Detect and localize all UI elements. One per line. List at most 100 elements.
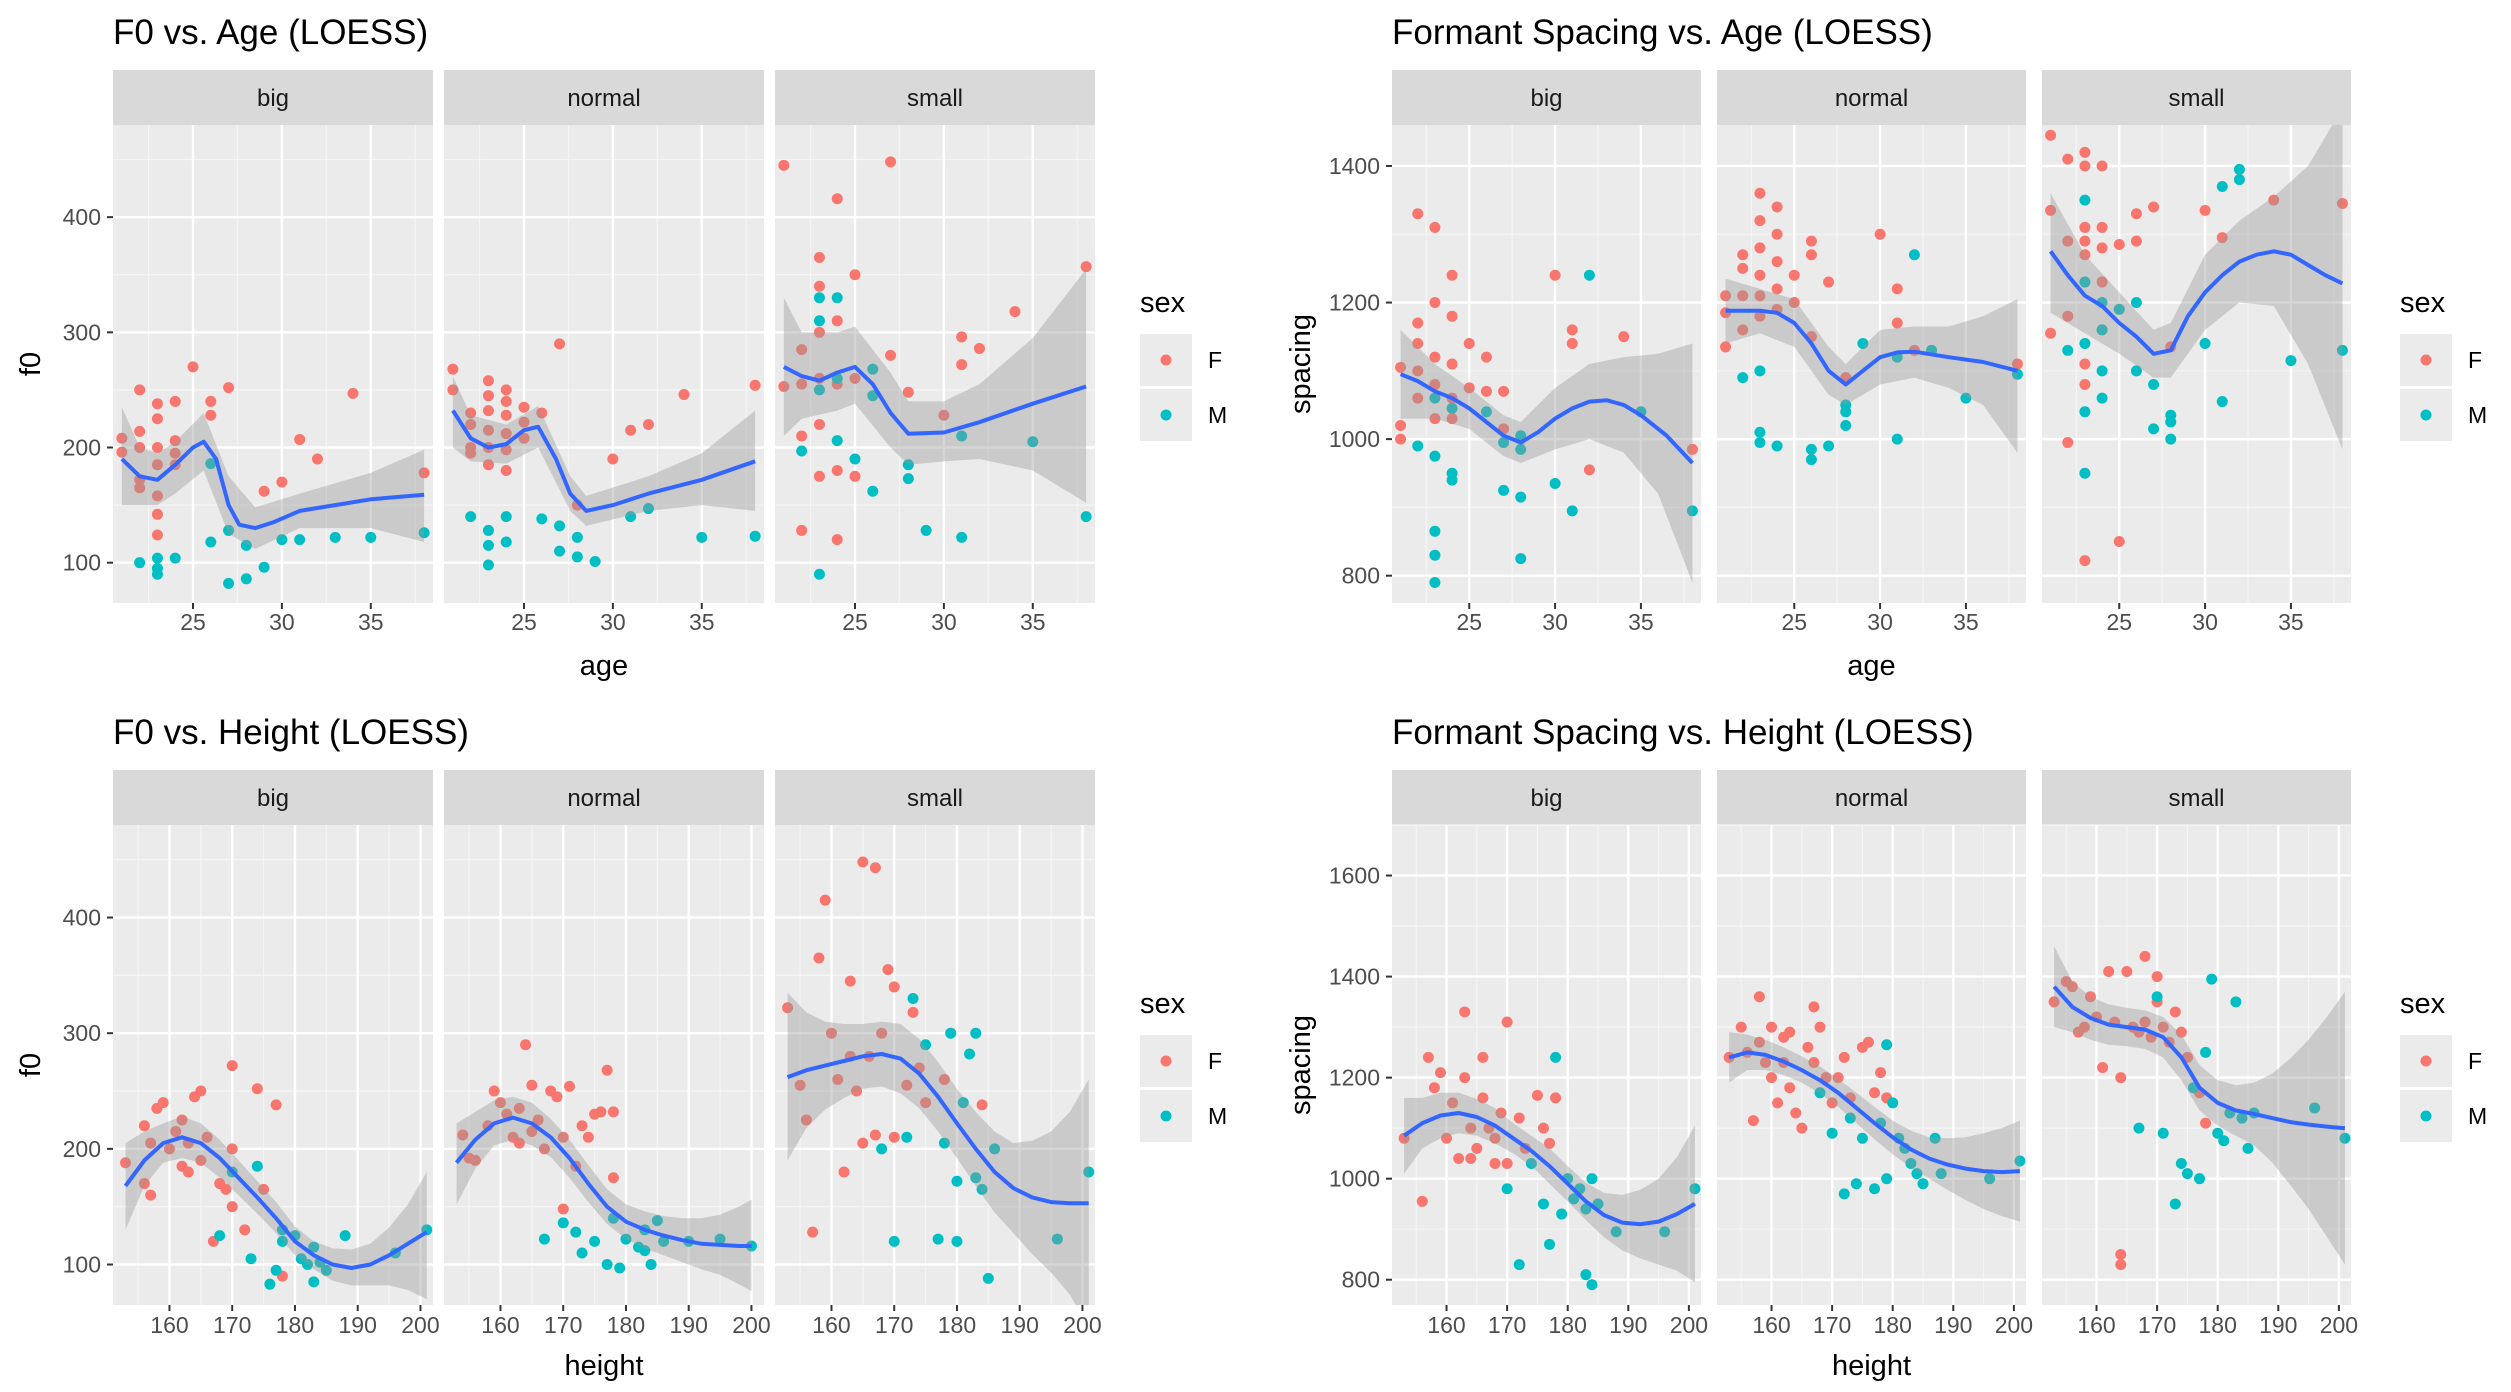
facet-strip-label: normal bbox=[567, 785, 640, 812]
data-point-M bbox=[976, 1183, 988, 1195]
x-tick-label: 35 bbox=[1953, 609, 1979, 635]
data-point-M bbox=[813, 568, 825, 580]
legend-key-label: F bbox=[1208, 347, 1222, 373]
data-point-F bbox=[2216, 232, 2228, 244]
loess-line bbox=[1399, 372, 1694, 465]
data-point-F bbox=[145, 1137, 157, 1149]
data-point-F bbox=[796, 378, 808, 390]
data-point-F bbox=[1808, 1001, 1820, 1013]
data-point-M bbox=[1850, 1178, 1862, 1190]
data-point-F bbox=[551, 1091, 563, 1103]
data-point-F bbox=[1465, 1152, 1477, 1164]
data-point-M bbox=[1869, 1183, 1881, 1195]
data-point-F bbox=[1080, 261, 1092, 273]
data-point-M bbox=[151, 552, 163, 564]
data-point-F bbox=[1434, 1067, 1446, 1079]
x-tick-label: 25 bbox=[1781, 609, 1807, 635]
data-point-F bbox=[1471, 1142, 1483, 1154]
x-tick-label: 190 bbox=[670, 1312, 708, 1338]
data-point-F bbox=[902, 386, 914, 398]
data-point-M bbox=[964, 1048, 976, 1060]
data-point-M bbox=[813, 315, 825, 327]
data-point-F bbox=[869, 1129, 881, 1141]
data-point-F bbox=[1477, 1092, 1489, 1104]
data-point-F bbox=[1737, 290, 1749, 302]
data-point-F bbox=[2079, 160, 2091, 172]
data-point-F bbox=[469, 1154, 481, 1166]
data-point-M bbox=[2169, 1198, 2181, 1210]
data-point-M bbox=[214, 1230, 226, 1242]
facet-strip bbox=[775, 70, 1095, 125]
data-point-M bbox=[223, 577, 235, 589]
data-point-M bbox=[749, 530, 761, 542]
data-point-F bbox=[447, 384, 459, 396]
data-point-F bbox=[1544, 1137, 1556, 1149]
data-point-M bbox=[902, 459, 914, 471]
data-point-F bbox=[1753, 991, 1765, 1003]
data-point-F bbox=[882, 964, 894, 976]
data-point-M bbox=[418, 527, 430, 539]
loess-confidence-band bbox=[787, 992, 1089, 1305]
loess-line bbox=[1402, 1111, 1696, 1227]
chart-title: Formant Spacing vs. Age (LOESS) bbox=[1392, 13, 1933, 52]
data-point-F bbox=[526, 1126, 538, 1138]
x-tick-label: 25 bbox=[180, 609, 206, 635]
panel-content bbox=[2048, 946, 2351, 1271]
data-point-F bbox=[1832, 1072, 1844, 1084]
loess-confidence-band bbox=[2050, 125, 2343, 450]
x-tick-label: 190 bbox=[1609, 1312, 1647, 1338]
data-point-F bbox=[1583, 464, 1595, 476]
data-point-M bbox=[554, 545, 566, 557]
data-point-M bbox=[1960, 392, 1972, 404]
data-point-M bbox=[1537, 1198, 1549, 1210]
data-point-M bbox=[813, 292, 825, 304]
data-point-M bbox=[1556, 1208, 1568, 1220]
data-point-M bbox=[2148, 423, 2160, 435]
data-point-F bbox=[116, 446, 128, 458]
facet-strip-label: normal bbox=[1835, 85, 1908, 112]
legend-title: sex bbox=[2400, 988, 2446, 1020]
data-point-M bbox=[2233, 163, 2245, 175]
data-point-M bbox=[907, 992, 919, 1004]
data-point-F bbox=[642, 418, 654, 430]
data-point-F bbox=[223, 382, 235, 394]
data-point-M bbox=[500, 536, 512, 548]
chart-title: F0 vs. Height (LOESS) bbox=[113, 713, 469, 752]
data-point-F bbox=[869, 862, 881, 874]
chart-title: Formant Spacing vs. Height (LOESS) bbox=[1392, 713, 1974, 752]
data-point-M bbox=[1051, 1233, 1063, 1245]
data-point-F bbox=[2079, 146, 2091, 158]
data-point-F bbox=[778, 380, 790, 392]
data-point-M bbox=[956, 430, 968, 442]
data-point-F bbox=[938, 1073, 950, 1085]
data-point-M bbox=[813, 384, 825, 396]
data-point-F bbox=[2062, 310, 2074, 322]
data-point-F bbox=[1720, 290, 1732, 302]
facet-normal: normal 160 170 180 190 200 bbox=[1717, 770, 2033, 1338]
facet-small: small 25 30 35 bbox=[775, 70, 1095, 635]
x-tick-label: 190 bbox=[1934, 1312, 1972, 1338]
data-point-M bbox=[2285, 355, 2297, 367]
data-point-F bbox=[1875, 1067, 1887, 1079]
data-point-M bbox=[849, 453, 861, 465]
data-point-M bbox=[205, 536, 217, 548]
data-point-M bbox=[1501, 1183, 1513, 1195]
data-point-F bbox=[813, 470, 825, 482]
facet-strip-label: small bbox=[907, 785, 963, 812]
data-point-F bbox=[2045, 204, 2057, 216]
x-tick-label: 35 bbox=[358, 609, 384, 635]
data-point-F bbox=[532, 1114, 544, 1126]
data-point-F bbox=[1784, 1026, 1796, 1038]
data-point-F bbox=[2079, 378, 2091, 390]
data-point-F bbox=[1737, 324, 1749, 336]
data-point-F bbox=[1459, 1006, 1471, 1018]
data-point-F bbox=[1513, 1112, 1525, 1124]
data-point-F bbox=[134, 384, 146, 396]
data-point-F bbox=[518, 416, 530, 428]
legend: sex F M bbox=[2400, 988, 2487, 1142]
data-point-F bbox=[500, 409, 512, 421]
data-point-M bbox=[2165, 416, 2177, 428]
data-point-M bbox=[1823, 440, 1835, 452]
data-point-M bbox=[2096, 365, 2108, 377]
x-tick-label: 170 bbox=[1813, 1312, 1851, 1338]
